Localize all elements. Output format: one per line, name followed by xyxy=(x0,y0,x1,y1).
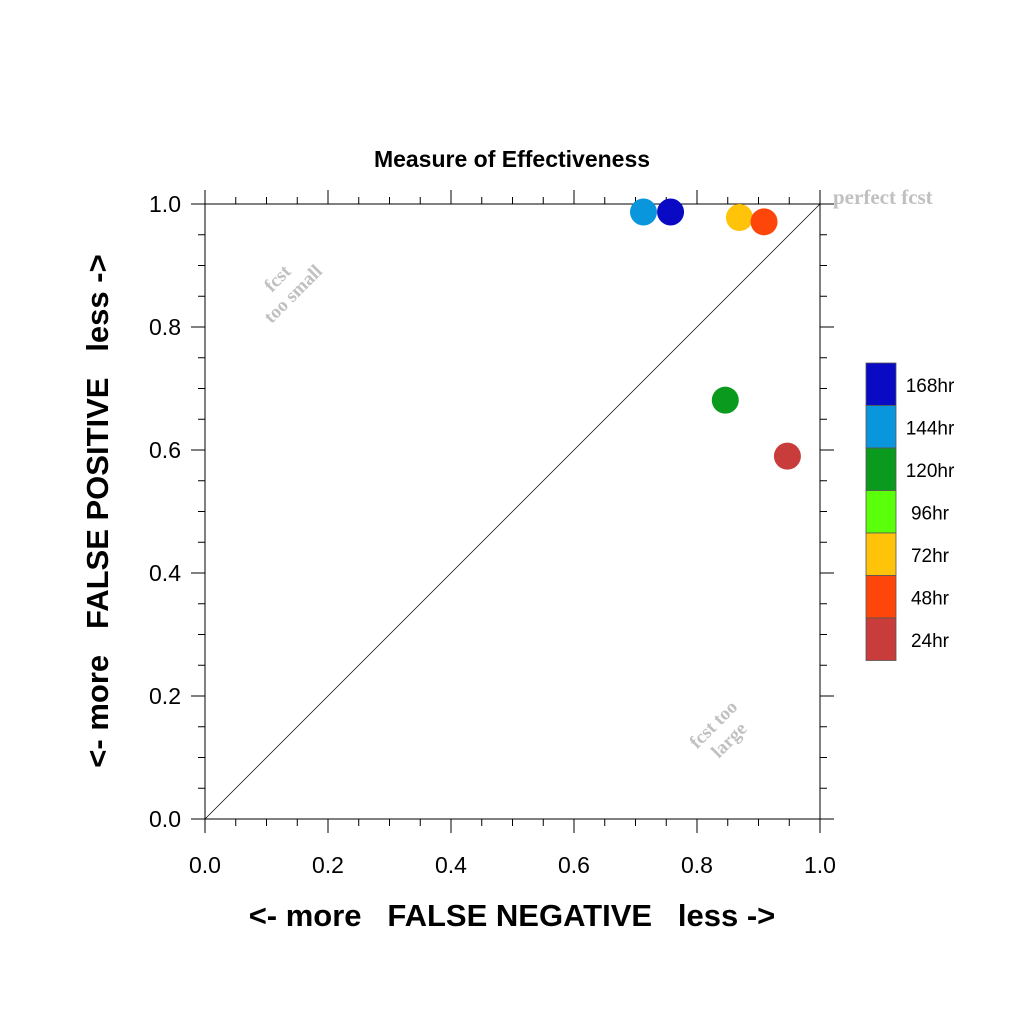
x-tick-label: 0.0 xyxy=(189,852,221,878)
legend-swatch-48hr xyxy=(865,575,897,619)
x-tick-label: 0.2 xyxy=(312,852,344,878)
legend-swatch-24hr xyxy=(865,617,897,661)
legend-label-96hr: 96hr xyxy=(911,503,950,524)
x-tick-label: 0.4 xyxy=(435,852,467,878)
data-point-144hr xyxy=(629,198,657,226)
diagonal-reference-line xyxy=(204,203,821,820)
x-tick-label: 0.6 xyxy=(558,852,590,878)
y-tick-label: 0.0 xyxy=(149,806,181,832)
points-layer xyxy=(629,198,801,470)
y-axis-label: <- more FALSE POSITIVE less -> xyxy=(80,254,115,767)
legend-swatch-96hr xyxy=(865,490,897,534)
axes-layer: 0.0 0.2 0.4 0.6 0.8 1.0 0.0 0.2 0.4 0.6 0.8 1.0 xyxy=(149,190,836,878)
legend: 168hr 144hr 120hr 96hr 72hr 48hr 24hr xyxy=(865,362,955,661)
legend-label-72hr: 72hr xyxy=(911,546,950,567)
legend-label-48hr: 48hr xyxy=(911,588,950,609)
y-tick-label: 1.0 xyxy=(149,191,181,217)
legend-label-144hr: 144hr xyxy=(906,418,955,439)
y-tick-label: 0.8 xyxy=(149,314,181,340)
too-large-annotation: fcst too large xyxy=(686,697,752,763)
legend-swatch-168hr xyxy=(865,362,897,406)
legend-swatch-120hr xyxy=(865,447,897,491)
data-point-72hr xyxy=(725,204,753,232)
data-point-120hr xyxy=(711,386,739,414)
data-point-48hr xyxy=(750,208,778,236)
x-tick-label: 1.0 xyxy=(804,852,836,878)
x-axis-label: <- more FALSE NEGATIVE less -> xyxy=(249,898,776,933)
data-point-24hr xyxy=(773,442,801,470)
legend-label-120hr: 120hr xyxy=(906,461,955,482)
chart-title: Measure of Effectiveness xyxy=(374,146,650,172)
data-point-168hr xyxy=(657,198,685,226)
legend-swatch-144hr xyxy=(865,405,897,449)
x-tick-label: 0.8 xyxy=(681,852,713,878)
y-tick-label: 0.2 xyxy=(149,683,181,709)
y-tick-label: 0.6 xyxy=(149,437,181,463)
too-small-annotation: fcst too small xyxy=(260,261,327,328)
perfect-forecast-annotation: perfect fcst xyxy=(833,185,933,209)
legend-label-168hr: 168hr xyxy=(906,376,955,397)
y-tick-label: 0.4 xyxy=(149,560,181,586)
legend-swatch-72hr xyxy=(865,532,897,576)
legend-label-24hr: 24hr xyxy=(911,631,950,652)
